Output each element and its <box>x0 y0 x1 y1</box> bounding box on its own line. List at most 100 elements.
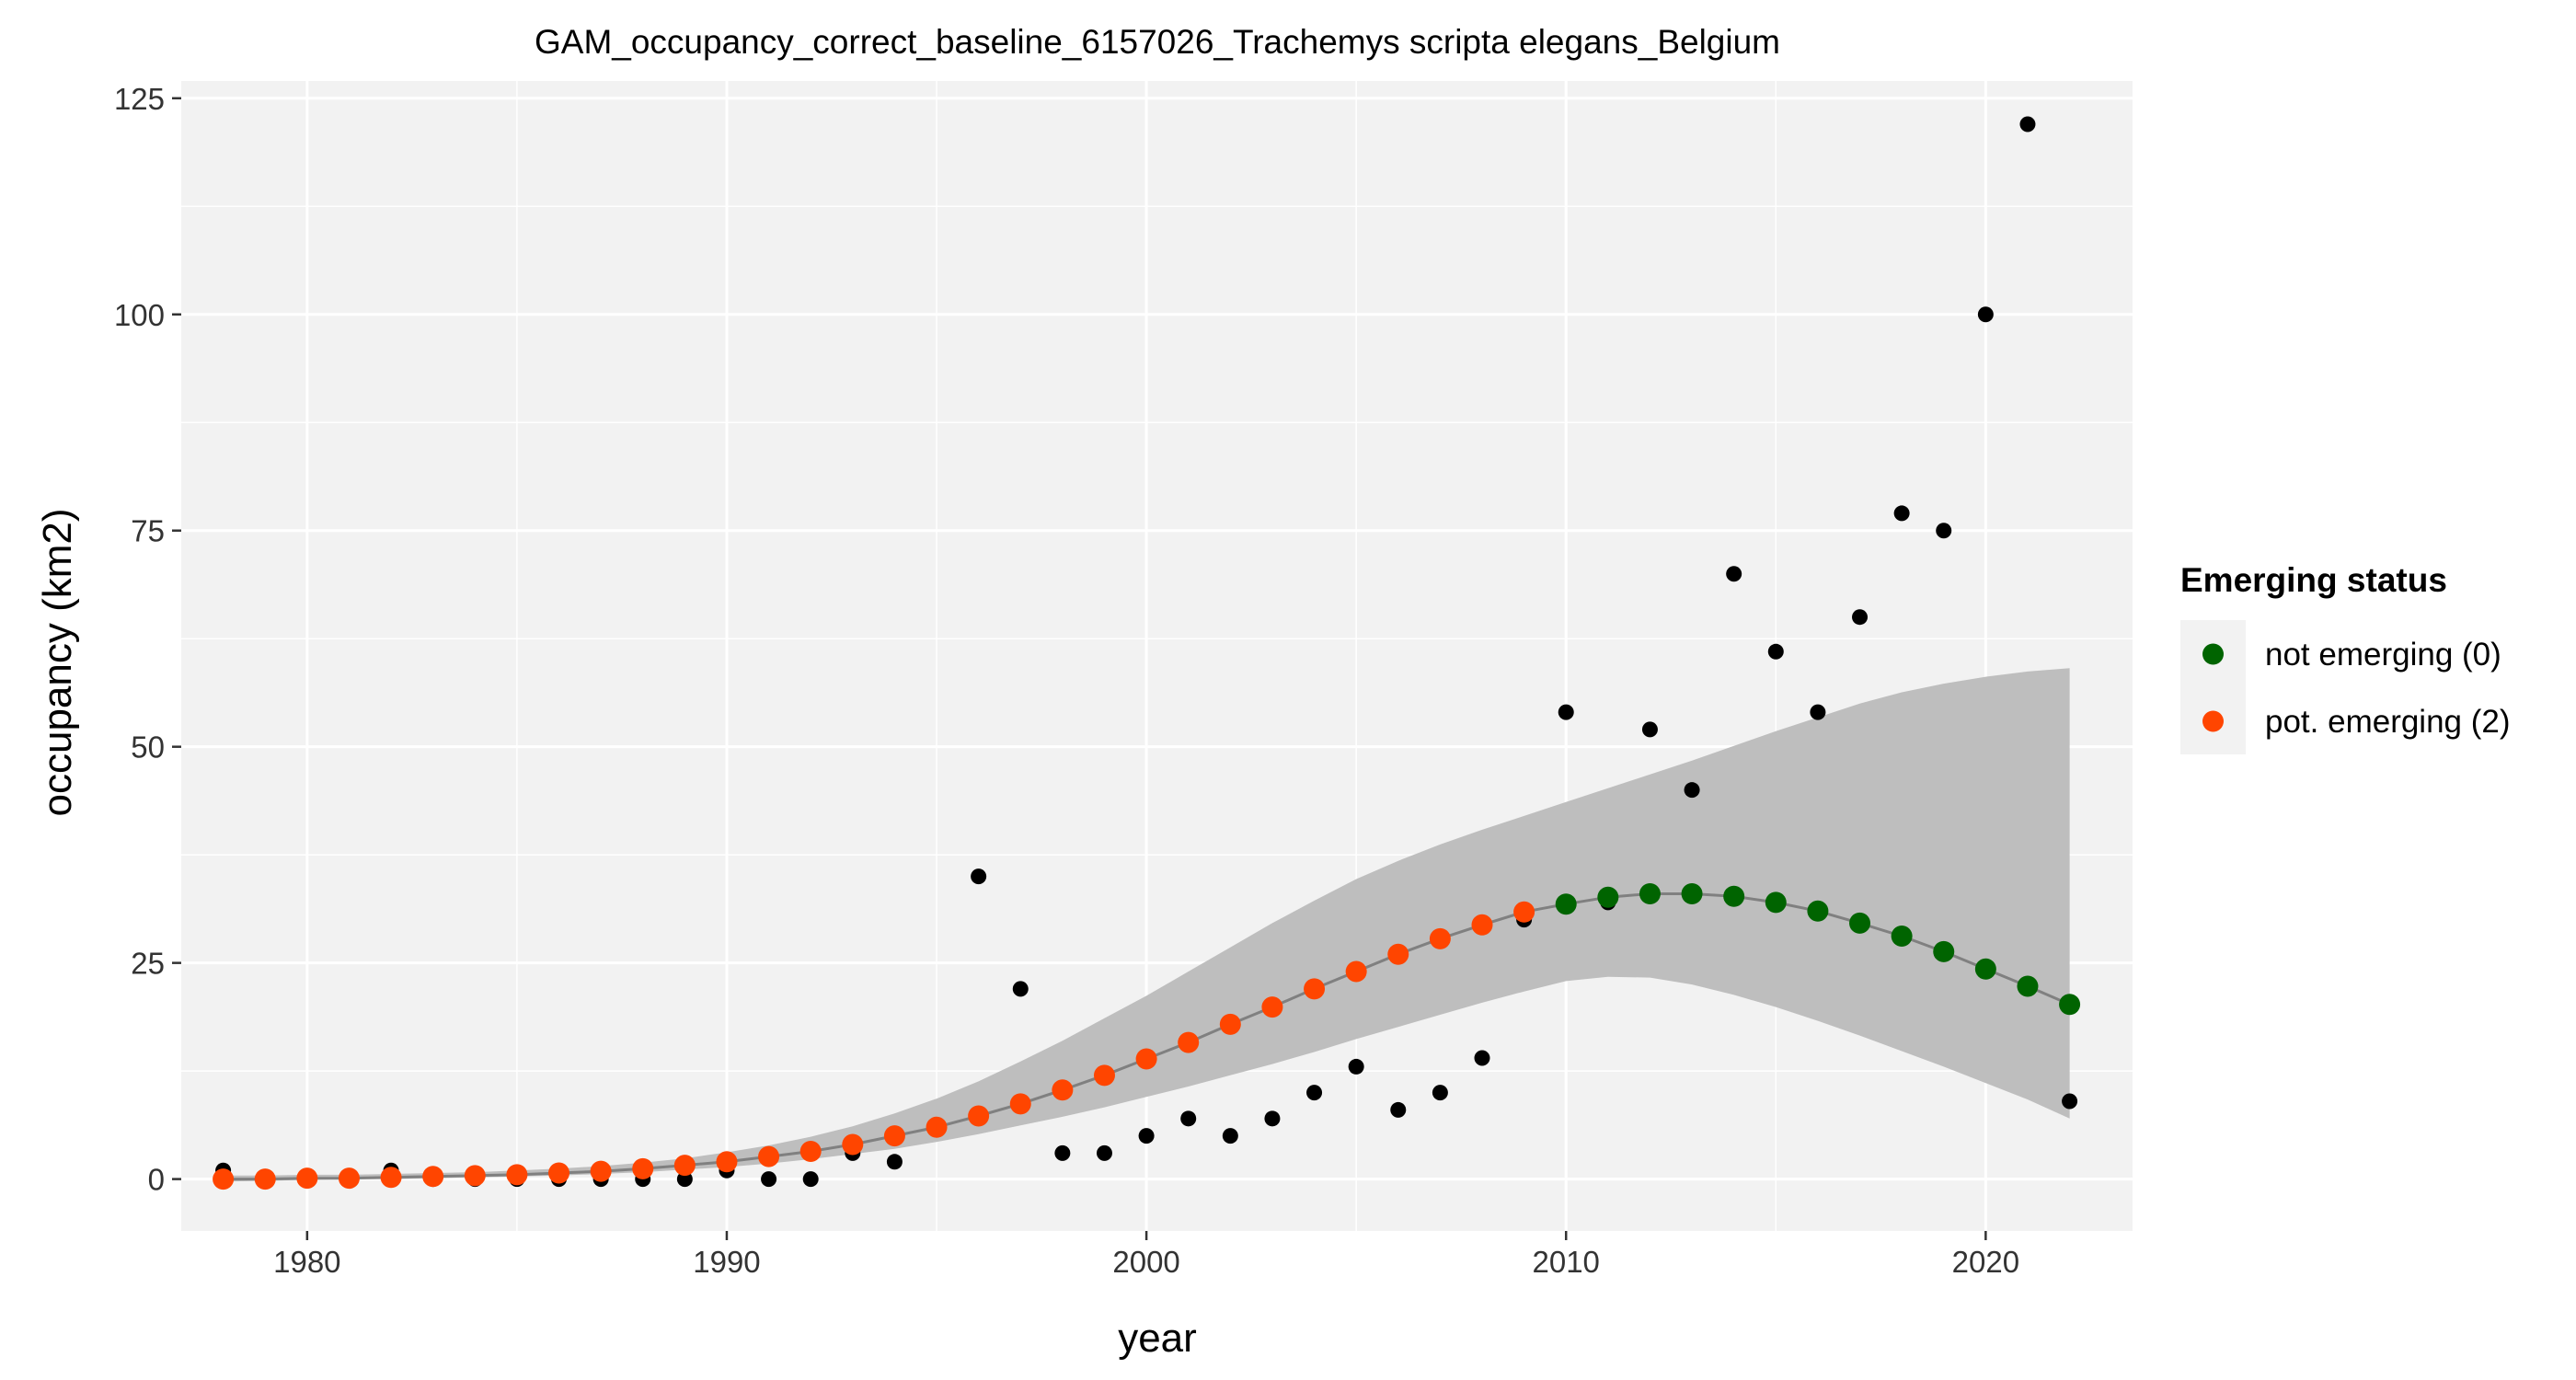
y-tick-label: 25 <box>131 947 165 981</box>
fitted-point <box>422 1166 444 1188</box>
y-axis-title: occupancy (km2) <box>35 508 80 816</box>
fitted-point <box>213 1168 235 1190</box>
y-tick-label: 75 <box>131 514 165 548</box>
observed-point <box>1138 1128 1155 1144</box>
fitted-point <box>632 1157 654 1179</box>
fitted-point <box>1639 882 1661 904</box>
x-axis-title: year <box>1118 1316 1197 1361</box>
x-axis: 1980 1990 2000 2010 2020 <box>273 1231 2019 1279</box>
observed-point <box>1852 609 1869 626</box>
observed-point <box>2019 116 2036 132</box>
fitted-point <box>883 1125 905 1147</box>
fitted-point <box>1471 914 1493 936</box>
observed-point <box>1810 704 1826 720</box>
fitted-point <box>1178 1031 1200 1053</box>
fitted-point <box>968 1105 990 1127</box>
observed-point <box>1936 523 1952 539</box>
fitted-point <box>1304 978 1326 1000</box>
x-tick-label: 2000 <box>1112 1245 1179 1279</box>
fitted-point <box>1555 893 1577 915</box>
observed-point <box>971 868 987 885</box>
fitted-point <box>799 1141 822 1163</box>
fitted-point <box>2059 994 2081 1016</box>
observed-point <box>1977 306 1994 323</box>
observed-point <box>886 1154 903 1170</box>
x-tick-label: 1990 <box>693 1245 760 1279</box>
fitted-point <box>716 1151 738 1173</box>
x-tick-label: 2020 <box>1952 1245 2019 1279</box>
y-tick-label: 100 <box>114 298 165 332</box>
fitted-point <box>1261 996 1283 1018</box>
fitted-point <box>464 1165 486 1187</box>
observed-point <box>1474 1050 1490 1066</box>
fitted-point <box>1093 1064 1115 1087</box>
observed-point <box>1432 1085 1448 1101</box>
observed-point <box>2062 1093 2078 1110</box>
y-tick-label: 50 <box>131 730 165 765</box>
observed-point <box>1893 505 1910 522</box>
legend-key-not-emerging <box>2202 643 2224 665</box>
fitted-point <box>590 1160 612 1182</box>
fitted-point <box>1723 885 1745 907</box>
observed-point <box>1222 1128 1238 1144</box>
fitted-point <box>506 1164 528 1186</box>
observed-point <box>1096 1144 1112 1161</box>
fitted-point <box>1429 927 1451 949</box>
fitted-point <box>1219 1013 1241 1035</box>
legend-key-pot-emerging <box>2202 710 2224 732</box>
fitted-point <box>1974 958 1996 980</box>
x-tick-label: 2010 <box>1533 1245 1600 1279</box>
fitted-point <box>338 1167 360 1190</box>
chart-title: GAM_occupancy_correct_baseline_6157026_T… <box>535 23 1780 61</box>
observed-point <box>1012 981 1029 997</box>
observed-point <box>761 1171 777 1188</box>
observed-point <box>802 1171 819 1188</box>
fitted-point <box>1387 943 1409 965</box>
observed-point <box>1054 1144 1071 1161</box>
fitted-point <box>1765 891 1787 914</box>
fitted-points <box>213 882 2081 1190</box>
fitted-point <box>1891 926 1913 948</box>
observed-point <box>1180 1110 1197 1127</box>
fitted-point <box>380 1167 402 1189</box>
confidence-ribbon <box>223 668 2070 1182</box>
observed-point <box>676 1171 693 1188</box>
y-axis: 0 25 50 75 100 125 <box>114 82 181 1197</box>
major-gridlines <box>181 81 2133 1231</box>
observed-point <box>1726 566 1742 582</box>
observed-point <box>1390 1101 1407 1118</box>
observed-point <box>1306 1085 1323 1101</box>
y-tick-label: 0 <box>148 1163 165 1197</box>
legend-title: Emerging status <box>2180 561 2447 599</box>
legend-label-pot-emerging: pot. emerging (2) <box>2265 704 2511 740</box>
fitted-point <box>1513 901 1535 923</box>
legend-label-not-emerging: not emerging (0) <box>2265 637 2501 673</box>
fitted-point <box>1849 912 1871 934</box>
legend-key-background <box>2180 620 2246 754</box>
legend: Emerging status not emerging (0) pot. em… <box>2180 561 2511 754</box>
fitted-point <box>254 1168 276 1190</box>
fitted-point <box>1597 886 1619 908</box>
observed-point <box>1641 721 1658 738</box>
fitted-point <box>1807 900 1829 922</box>
observed-point <box>1348 1058 1364 1075</box>
fitted-point <box>296 1167 318 1190</box>
fitted-point <box>2017 975 2039 997</box>
fitted-point <box>1135 1048 1157 1070</box>
fitted-point <box>842 1133 864 1156</box>
fitted-point <box>1681 882 1703 904</box>
x-tick-label: 1980 <box>273 1245 340 1279</box>
fitted-point <box>1933 940 1955 962</box>
y-tick-label: 125 <box>114 82 165 116</box>
observed-point <box>1767 643 1784 660</box>
fitted-point <box>758 1145 780 1167</box>
observed-point <box>1684 782 1700 799</box>
fitted-point <box>1345 960 1367 983</box>
observed-point <box>1264 1110 1281 1127</box>
fitted-point <box>673 1155 696 1177</box>
fitted-point <box>926 1116 948 1138</box>
observed-point <box>1558 704 1574 720</box>
fitted-point <box>1052 1079 1074 1101</box>
fitted-point <box>548 1162 570 1184</box>
